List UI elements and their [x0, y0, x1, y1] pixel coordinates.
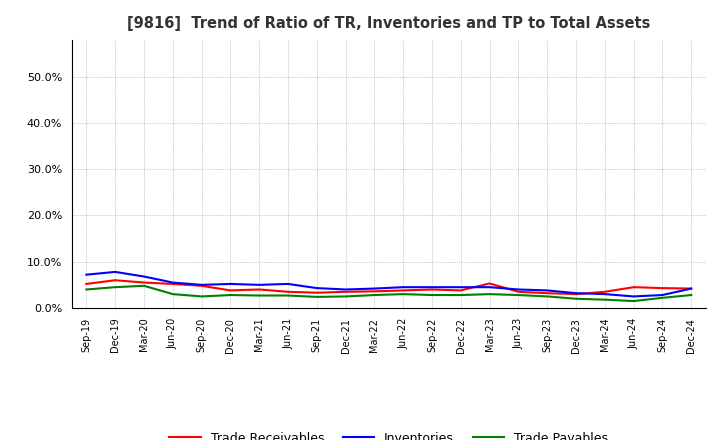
- Line: Inventories: Inventories: [86, 272, 691, 297]
- Trade Receivables: [255, 287, 264, 292]
- Line: Trade Receivables: Trade Receivables: [86, 280, 691, 294]
- Trade Receivables: [485, 281, 494, 286]
- Trade Payables: [197, 294, 206, 299]
- Trade Payables: [370, 293, 379, 298]
- Trade Receivables: [658, 286, 667, 291]
- Trade Payables: [687, 293, 696, 298]
- Trade Receivables: [600, 289, 609, 294]
- Trade Receivables: [428, 287, 436, 292]
- Trade Payables: [341, 294, 350, 299]
- Inventories: [514, 287, 523, 292]
- Inventories: [370, 286, 379, 291]
- Trade Receivables: [168, 281, 177, 286]
- Inventories: [284, 281, 292, 286]
- Inventories: [572, 290, 580, 296]
- Inventories: [168, 280, 177, 285]
- Inventories: [312, 286, 321, 291]
- Inventories: [485, 285, 494, 290]
- Trade Receivables: [111, 278, 120, 283]
- Inventories: [341, 287, 350, 292]
- Trade Payables: [600, 297, 609, 302]
- Trade Receivables: [543, 290, 552, 296]
- Inventories: [600, 291, 609, 297]
- Trade Receivables: [456, 288, 465, 293]
- Inventories: [629, 294, 638, 299]
- Inventories: [82, 272, 91, 277]
- Inventories: [111, 269, 120, 275]
- Trade Receivables: [399, 288, 408, 293]
- Legend: Trade Receivables, Inventories, Trade Payables: Trade Receivables, Inventories, Trade Pa…: [164, 427, 613, 440]
- Trade Receivables: [140, 280, 148, 285]
- Inventories: [543, 288, 552, 293]
- Trade Receivables: [629, 285, 638, 290]
- Trade Receivables: [226, 288, 235, 293]
- Trade Payables: [514, 293, 523, 298]
- Trade Payables: [485, 291, 494, 297]
- Trade Payables: [226, 293, 235, 298]
- Inventories: [399, 285, 408, 290]
- Trade Payables: [168, 291, 177, 297]
- Trade Payables: [399, 291, 408, 297]
- Inventories: [197, 282, 206, 287]
- Trade Payables: [111, 285, 120, 290]
- Trade Payables: [140, 283, 148, 289]
- Line: Trade Payables: Trade Payables: [86, 286, 691, 301]
- Trade Payables: [658, 295, 667, 301]
- Inventories: [687, 286, 696, 291]
- Trade Receivables: [341, 289, 350, 294]
- Inventories: [140, 274, 148, 279]
- Trade Receivables: [312, 290, 321, 295]
- Trade Receivables: [284, 289, 292, 294]
- Trade Payables: [629, 298, 638, 304]
- Trade Payables: [255, 293, 264, 298]
- Trade Receivables: [687, 286, 696, 291]
- Inventories: [428, 285, 436, 290]
- Trade Receivables: [370, 289, 379, 294]
- Trade Receivables: [514, 289, 523, 294]
- Inventories: [255, 282, 264, 287]
- Trade Payables: [312, 294, 321, 300]
- Trade Receivables: [82, 281, 91, 286]
- Trade Payables: [428, 293, 436, 298]
- Trade Payables: [543, 294, 552, 299]
- Trade Receivables: [197, 283, 206, 289]
- Trade Payables: [82, 287, 91, 292]
- Inventories: [456, 285, 465, 290]
- Trade Payables: [284, 293, 292, 298]
- Inventories: [658, 293, 667, 298]
- Title: [9816]  Trend of Ratio of TR, Inventories and TP to Total Assets: [9816] Trend of Ratio of TR, Inventories…: [127, 16, 650, 32]
- Inventories: [226, 281, 235, 286]
- Trade Payables: [572, 296, 580, 301]
- Trade Payables: [456, 293, 465, 298]
- Trade Receivables: [572, 291, 580, 297]
